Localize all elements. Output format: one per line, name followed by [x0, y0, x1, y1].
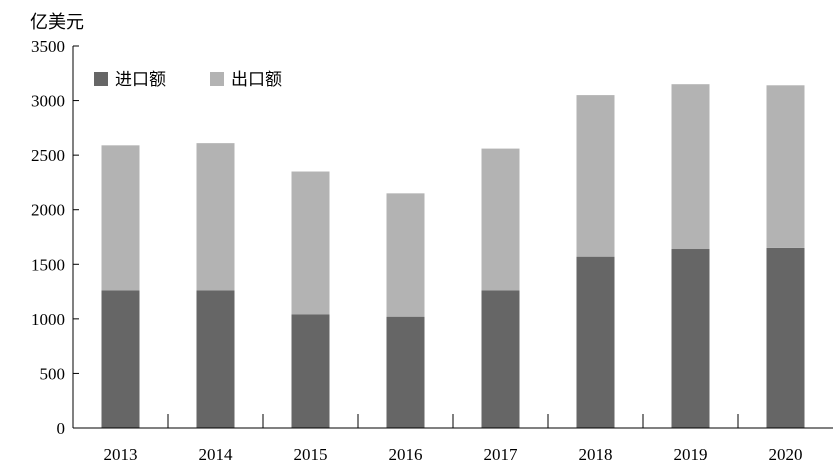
bar-export-2016 [386, 193, 425, 317]
x-tick-label-2020: 2020 [769, 445, 803, 462]
bar-import-2015 [291, 314, 330, 428]
bar-export-2018 [576, 95, 615, 257]
legend-label-export: 出口额 [231, 70, 282, 90]
bar-import-2020 [766, 247, 805, 428]
y-tick-label-2000: 2000 [31, 201, 65, 220]
bar-export-2019 [671, 84, 710, 250]
y-tick-label-3000: 3000 [31, 92, 65, 111]
y-tick-label-2500: 2500 [31, 146, 65, 165]
bar-export-2017 [481, 148, 520, 291]
y-tick-label-1000: 1000 [31, 310, 65, 329]
bar-import-2017 [481, 290, 520, 428]
bar-import-2016 [386, 316, 425, 428]
axes-layer: 0 500 1000 1500 2000 2500 3000 3500 2013 2014 2015… [31, 37, 833, 462]
bar-import-2018 [576, 256, 615, 428]
legend-swatch-export [210, 72, 224, 86]
y-tick-label-0: 0 [57, 419, 66, 438]
bars-layer [101, 84, 805, 428]
bar-export-2013 [101, 145, 140, 291]
bar-export-2020 [766, 85, 805, 248]
x-tick-label-2014: 2014 [199, 445, 234, 462]
legend-label-import: 进口额 [115, 70, 166, 90]
bar-export-2015 [291, 171, 330, 315]
legend-swatch-import [94, 72, 108, 86]
y-tick-label-3500: 3500 [31, 37, 65, 56]
y-tick-label-500: 500 [40, 364, 66, 383]
x-tick-label-2019: 2019 [674, 445, 708, 462]
bar-import-2019 [671, 249, 710, 428]
y-axis-label: 亿美元 [30, 12, 84, 33]
x-tick-label-2016: 2016 [389, 445, 423, 462]
y-tick-label-1500: 1500 [31, 255, 65, 274]
x-tick-label-2015: 2015 [294, 445, 328, 462]
x-tick-label-2018: 2018 [579, 445, 613, 462]
bar-import-2013 [101, 290, 140, 428]
bar-export-2014 [196, 143, 235, 291]
x-tick-label-2013: 2013 [104, 445, 138, 462]
x-tick-label-2017: 2017 [484, 445, 519, 462]
bar-import-2014 [196, 290, 235, 428]
legend: 进口额 出口额 [94, 70, 282, 90]
